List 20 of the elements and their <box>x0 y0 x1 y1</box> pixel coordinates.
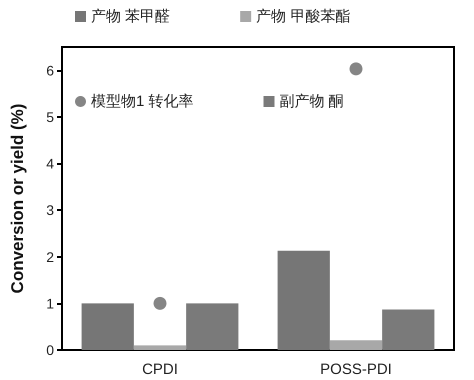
y-tick-label: 0 <box>46 342 54 358</box>
y-tick-label: 6 <box>46 62 54 78</box>
legend-label: 产物 苯甲醛 <box>91 8 170 25</box>
bar <box>278 250 330 350</box>
x-tick-label: POSS-PDI <box>320 361 392 378</box>
y-axis-title: Conversion or yield (%) <box>8 104 27 294</box>
legend-label: 模型物1 转化率 <box>91 93 194 110</box>
bar <box>186 303 238 350</box>
y-tick-label: 4 <box>46 156 54 172</box>
y-tick-label: 5 <box>46 108 54 125</box>
legend-label: 产物 甲酸苯酯 <box>256 8 350 25</box>
y-tick-label: 1 <box>46 295 54 312</box>
bar <box>382 309 434 350</box>
x-tick-label: CPDI <box>142 361 178 378</box>
bar <box>134 345 186 350</box>
legend-label: 副产物 酮 <box>280 93 344 110</box>
y-tick-label: 3 <box>46 202 54 218</box>
bar <box>330 340 382 350</box>
bar <box>82 303 134 350</box>
y-tick-label: 2 <box>46 248 54 265</box>
